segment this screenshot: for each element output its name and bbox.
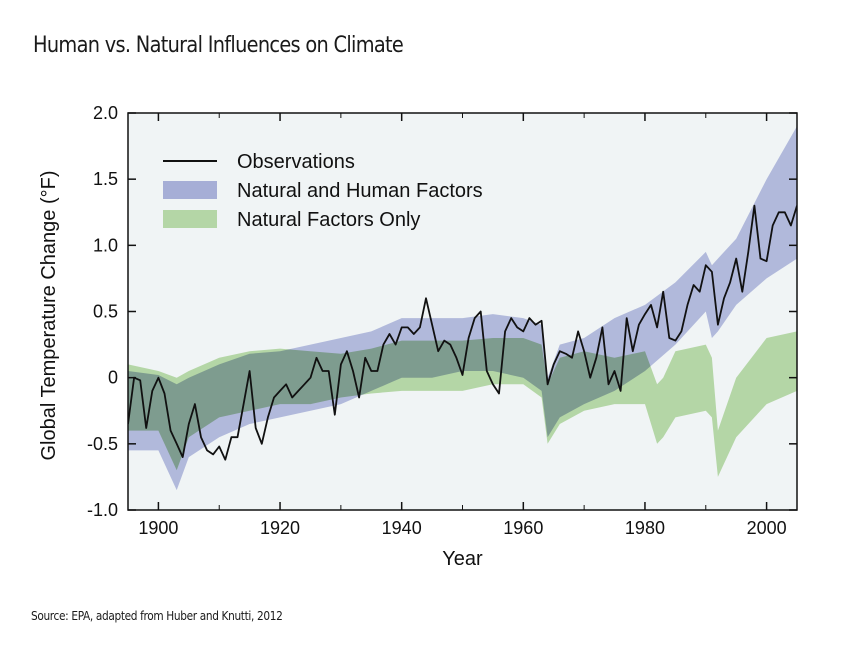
band-layer: [128, 126, 797, 491]
y-tick-label: 0.5: [93, 302, 118, 322]
observations-line: [128, 204, 797, 461]
x-tick-label: 1960: [503, 518, 543, 538]
y-axis-label: Global Temperature Change (°F): [38, 171, 60, 461]
y-tick-label: 1.5: [93, 169, 118, 189]
observations-layer: [128, 204, 797, 461]
x-tick-label: 2000: [747, 518, 787, 538]
x-tick-label: 1940: [382, 518, 422, 538]
legend-observations: Observations: [163, 151, 355, 173]
x-tick-label: 1920: [260, 518, 300, 538]
x-tick-label: 1900: [138, 518, 178, 538]
y-tick-label: 0: [108, 368, 118, 388]
y-tick-label: 1.0: [93, 235, 118, 255]
legend-human-factors: Natural and Human Factors: [163, 180, 483, 202]
legend-color-swatch: [163, 181, 217, 199]
legend-label: Natural Factors Only: [237, 209, 420, 231]
y-tick-label: 2.0: [93, 103, 118, 123]
x-axis-label: Year: [442, 548, 483, 570]
y-tick-label: -0.5: [87, 434, 118, 454]
legend-label: Observations: [237, 151, 355, 173]
tick-layer: 1900 1920 1940 1960 1980 2000 -1.0 -0.5 0 0.5 1.0 1…: [87, 103, 797, 538]
y-tick-label: -1.0: [87, 500, 118, 520]
legend-natural-factors: Natural Factors Only: [163, 209, 420, 231]
legend: Observations Natural and Human Factors Nat…: [163, 151, 483, 231]
chart-title: Human vs. Natural Influences on Climate: [33, 33, 404, 58]
x-tick-label: 1980: [625, 518, 665, 538]
legend-color-swatch: [163, 210, 217, 228]
source-note: Source: EPA, adapted from Huber and Knut…: [31, 609, 283, 623]
human-factors-band: [128, 126, 797, 491]
legend-label: Natural and Human Factors: [237, 180, 483, 202]
